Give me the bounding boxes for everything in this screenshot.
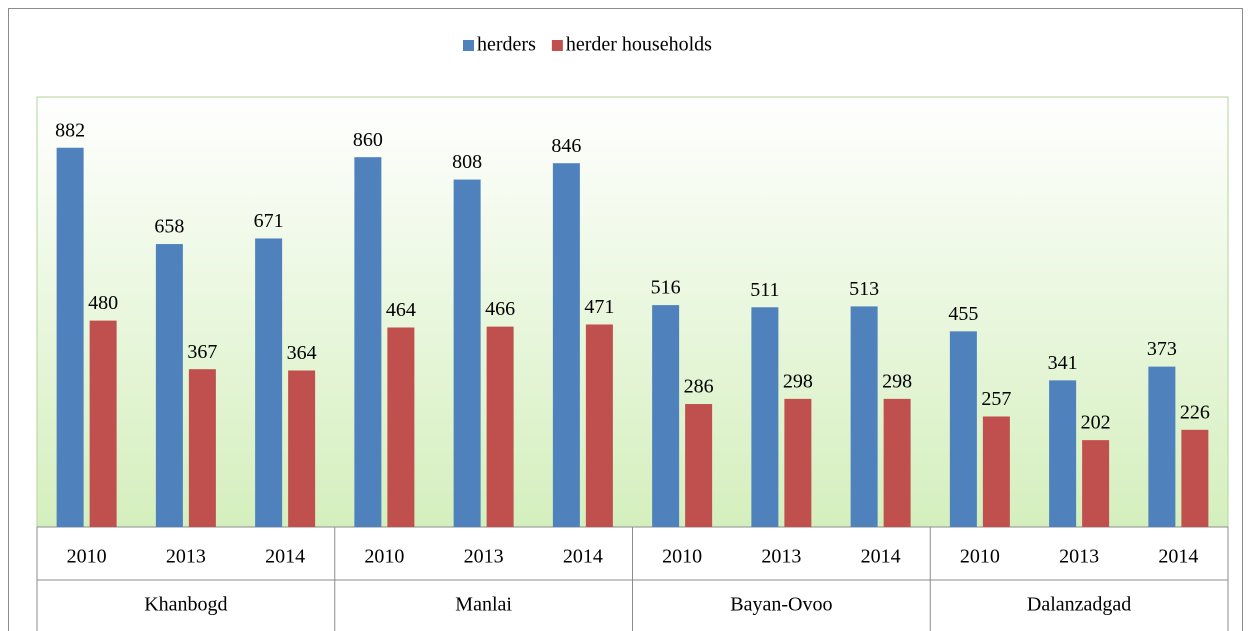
bar — [982, 416, 1010, 527]
bar — [354, 157, 382, 527]
data-label: 455 — [948, 303, 978, 325]
bar — [255, 238, 283, 527]
data-label: 373 — [1147, 338, 1177, 360]
data-label: 367 — [187, 341, 217, 363]
data-label: 286 — [684, 376, 714, 398]
data-label: 226 — [1180, 401, 1210, 423]
x-tick-label: 2014 — [1158, 546, 1198, 568]
x-tick-label: 2013 — [166, 546, 206, 568]
x-tick-label: 2014 — [563, 546, 603, 568]
x-tick-label: 2014 — [861, 546, 901, 568]
data-label: 846 — [551, 135, 581, 157]
bar — [883, 398, 911, 527]
bar — [552, 163, 580, 527]
data-label: 298 — [783, 370, 813, 392]
x-tick-label: 2013 — [761, 546, 801, 568]
data-label: 466 — [485, 298, 515, 320]
bar — [188, 369, 216, 527]
x-tick-label: 2010 — [662, 546, 702, 568]
data-label: 341 — [1048, 352, 1078, 374]
bar — [89, 320, 117, 527]
bar — [1049, 380, 1077, 527]
data-label: 671 — [254, 210, 284, 232]
bar — [585, 324, 613, 527]
bar — [685, 404, 713, 527]
bar — [1181, 429, 1209, 527]
bar — [155, 244, 183, 527]
bar — [453, 179, 481, 527]
group-label: Manlai — [455, 594, 512, 616]
data-label: 298 — [882, 370, 912, 392]
data-label: 516 — [651, 277, 681, 299]
x-tick-label: 2014 — [265, 546, 305, 568]
bar — [751, 307, 779, 527]
bar — [486, 326, 514, 527]
x-tick-label: 2013 — [464, 546, 504, 568]
bar — [949, 331, 977, 527]
group-label: Dalanzadgad — [1027, 594, 1131, 616]
bar — [1148, 366, 1176, 527]
data-label: 513 — [849, 278, 879, 300]
data-label: 882 — [55, 119, 85, 141]
plot-area — [36, 96, 1229, 528]
x-tick-label: 2010 — [67, 546, 107, 568]
group-label: Bayan-Ovoo — [730, 594, 832, 616]
bar — [784, 398, 812, 527]
data-label: 202 — [1081, 412, 1111, 434]
x-tick-label: 2010 — [960, 546, 1000, 568]
legend-label: herders — [477, 34, 536, 56]
data-label: 464 — [386, 299, 416, 321]
x-tick-label: 2013 — [1059, 546, 1099, 568]
data-label: 808 — [452, 151, 482, 173]
legend-swatch — [463, 40, 474, 51]
data-label: 511 — [750, 279, 779, 301]
bar — [56, 147, 84, 528]
x-tick-label: 2010 — [364, 546, 404, 568]
bar — [288, 370, 316, 527]
data-label: 364 — [287, 342, 317, 364]
data-label: 480 — [88, 292, 118, 314]
bar — [387, 327, 415, 527]
bar — [850, 306, 878, 527]
data-label: 658 — [154, 216, 184, 238]
legend-label: herder households — [566, 34, 712, 56]
data-label: 860 — [353, 129, 383, 151]
legend-swatch — [551, 40, 563, 51]
data-label: 471 — [584, 296, 614, 318]
bar — [1082, 440, 1110, 527]
bar — [652, 305, 680, 527]
data-label: 257 — [981, 388, 1011, 410]
group-label: Khanbogd — [144, 594, 227, 616]
